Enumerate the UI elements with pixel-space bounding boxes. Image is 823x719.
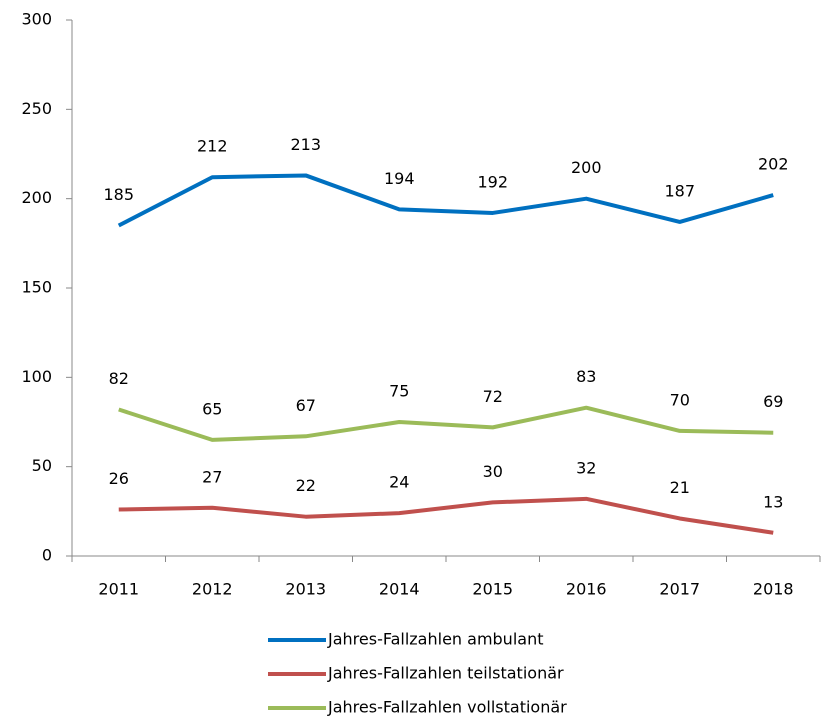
data-label: 30 (483, 462, 503, 481)
data-label: 32 (576, 458, 596, 477)
x-tick-label: 2016 (566, 580, 607, 599)
data-label: 65 (202, 399, 222, 418)
series-line (118, 496, 774, 535)
legend-label: Jahres-Fallzahlen teilstationär (327, 664, 564, 683)
x-tick-label: 2013 (285, 580, 326, 599)
data-label: 75 (389, 382, 409, 401)
data-label: 72 (483, 387, 503, 406)
y-tick-label: 300 (21, 10, 52, 29)
data-label: 187 (664, 181, 695, 200)
data-label: 82 (109, 369, 129, 388)
data-label: 13 (763, 492, 783, 511)
data-label: 67 (296, 396, 316, 415)
x-tick-label: 2017 (659, 580, 700, 599)
x-tick-label: 2012 (192, 580, 233, 599)
y-tick-label: 100 (21, 367, 52, 386)
y-tick-label: 150 (21, 278, 52, 297)
series-line (117, 173, 774, 228)
y-tick-label: 50 (32, 456, 52, 475)
x-tick-label: 2015 (472, 580, 513, 599)
y-tick-label: 250 (21, 99, 52, 118)
x-tick-label: 2011 (98, 580, 139, 599)
data-label: 194 (384, 169, 415, 188)
data-label: 27 (202, 467, 222, 486)
data-label: 192 (477, 172, 508, 191)
y-tick-label: 200 (21, 188, 52, 207)
data-label: 185 (103, 185, 134, 204)
data-label: 70 (670, 390, 690, 409)
series-line (118, 405, 774, 442)
data-label: 24 (389, 473, 409, 492)
data-label: 69 (763, 392, 783, 411)
legend-label: Jahres-Fallzahlen vollstationär (327, 698, 567, 717)
data-label: 21 (670, 478, 690, 497)
data-label: 202 (758, 155, 789, 174)
data-label: 26 (109, 469, 129, 488)
x-tick-label: 2018 (753, 580, 794, 599)
data-label: 212 (197, 137, 228, 156)
legend-label: Jahres-Fallzahlen ambulant (327, 630, 543, 649)
data-label: 200 (571, 158, 602, 177)
data-label: 83 (576, 367, 596, 386)
y-tick-label: 0 (42, 546, 52, 565)
data-label: 213 (290, 135, 321, 154)
x-tick-label: 2014 (379, 580, 420, 599)
data-label: 22 (296, 476, 316, 495)
